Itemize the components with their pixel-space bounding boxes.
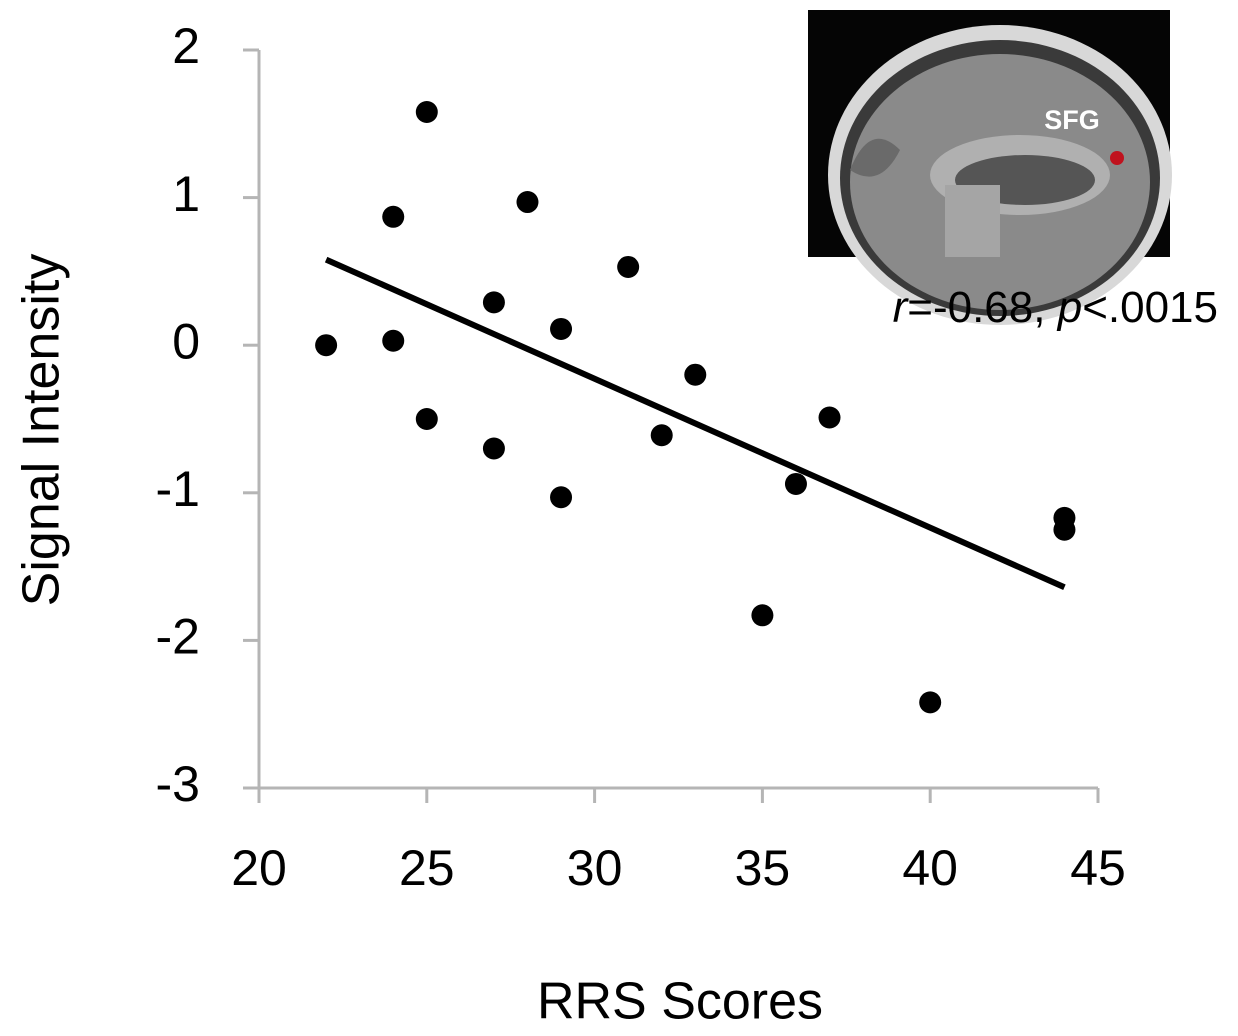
inset-label: SFG	[1044, 105, 1100, 135]
point	[617, 256, 639, 278]
point	[550, 318, 572, 340]
x-tick-label: 20	[231, 840, 287, 896]
point	[315, 334, 337, 356]
point	[919, 691, 941, 713]
brain-inset: SFG	[808, 10, 1172, 325]
annotation: r=-0.68, p<.0015	[893, 283, 1218, 332]
y-axis-label: Signal Intensity	[13, 254, 71, 607]
x-tick-label: 40	[902, 840, 958, 896]
y-tick-label: -3	[156, 756, 200, 812]
annotation-part: =-0.68,	[907, 283, 1057, 332]
chart: SFG r=-0.68, p<.0015 RRS Scores Signal I…	[0, 0, 1238, 1036]
x-tick-label: 35	[735, 840, 791, 896]
point	[651, 424, 673, 446]
point	[516, 191, 538, 213]
x-tick-label: 45	[1070, 840, 1126, 896]
brainstem	[945, 185, 1000, 257]
point	[819, 407, 841, 429]
point	[751, 604, 773, 626]
y-tick-label: 0	[172, 313, 200, 369]
point	[416, 408, 438, 430]
point	[416, 101, 438, 123]
y-tick-label: -2	[156, 609, 200, 665]
y-tick-label: 1	[172, 166, 200, 222]
x-tick-label: 30	[567, 840, 623, 896]
point	[684, 364, 706, 386]
point	[1053, 519, 1075, 541]
point	[550, 486, 572, 508]
x-tick-label: 25	[399, 840, 455, 896]
annotation-part: p	[1056, 283, 1082, 332]
point	[382, 330, 404, 352]
annotation-part: <.0015	[1082, 283, 1218, 332]
point	[382, 206, 404, 228]
point	[483, 291, 505, 313]
y-tick-label: 2	[172, 18, 200, 74]
sfg-cluster	[1110, 151, 1124, 165]
point	[483, 438, 505, 460]
point	[785, 473, 807, 495]
x-axis-label: RRS Scores	[537, 973, 823, 1031]
y-tick-label: -1	[156, 461, 200, 517]
